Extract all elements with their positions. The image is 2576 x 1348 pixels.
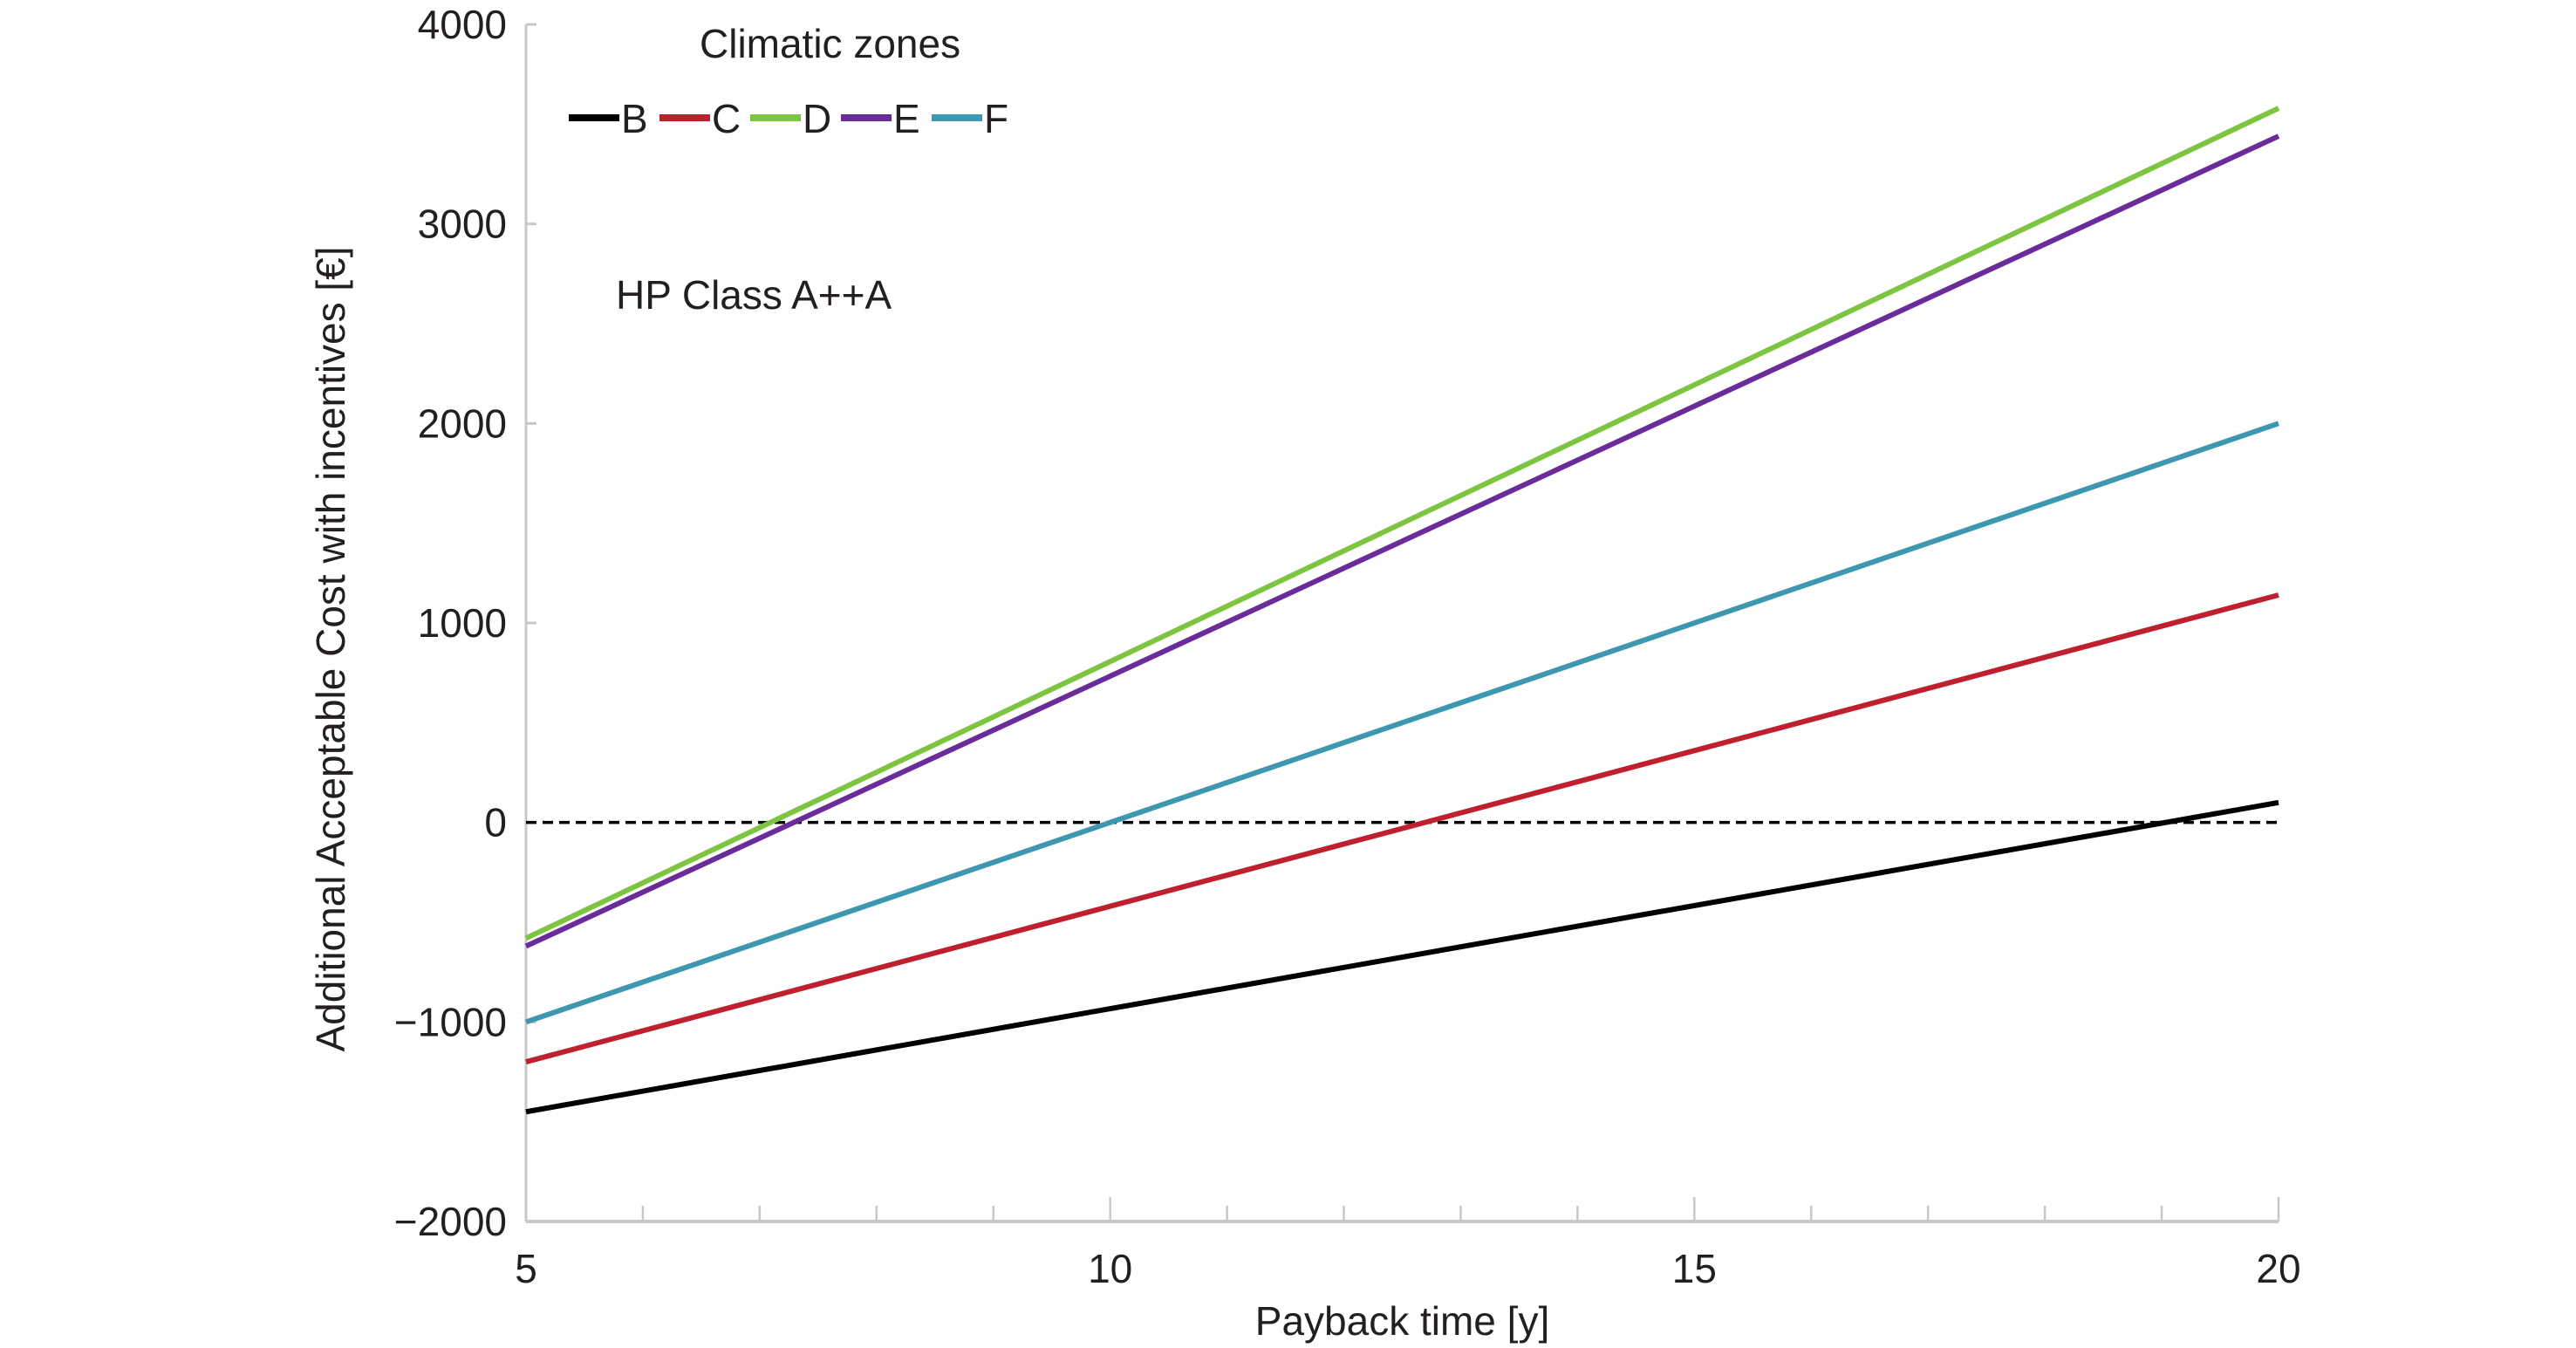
x-tick-label: 10 [1088, 1246, 1132, 1291]
series-lines [524, 106, 2280, 1115]
series-line-f [525, 421, 2279, 1025]
legend: B C D E F [569, 96, 1008, 141]
tick-labels: −2000 −1000 0 1000 2000 3000 4000 5 10 15 20 [394, 2, 2301, 1291]
y-tick-label: −1000 [394, 999, 507, 1044]
legend-label-e: E [893, 96, 920, 141]
legend-label-d: D [803, 96, 831, 141]
axes [524, 23, 2280, 1223]
legend-label-b: B [621, 96, 648, 141]
y-tick-label: 2000 [418, 400, 507, 446]
y-tick-label: 4000 [418, 2, 507, 47]
y-tick-label: 0 [484, 800, 507, 845]
y-tick-label: 3000 [418, 202, 507, 247]
series-line-b [525, 799, 2279, 1115]
legend-label-c: C [712, 96, 741, 141]
annotation-hp-class: HP Class A++A [616, 272, 892, 318]
series-line-d [524, 106, 2280, 941]
y-tick-label: 1000 [418, 600, 507, 646]
x-axis-title: Payback time [y] [1255, 1298, 1549, 1344]
legend-label-f: F [984, 96, 1008, 141]
x-tick-label: 20 [2256, 1246, 2300, 1291]
y-tick-label: −2000 [394, 1199, 507, 1244]
legend-title: Climatic zones [700, 21, 960, 66]
series-line-e [524, 133, 2280, 949]
x-tick-label: 15 [1672, 1246, 1717, 1291]
y-axis-title: Additional Acceptable Cost with incentiv… [308, 246, 353, 1051]
x-tick-label: 5 [515, 1246, 537, 1291]
series-line-c [525, 592, 2279, 1064]
